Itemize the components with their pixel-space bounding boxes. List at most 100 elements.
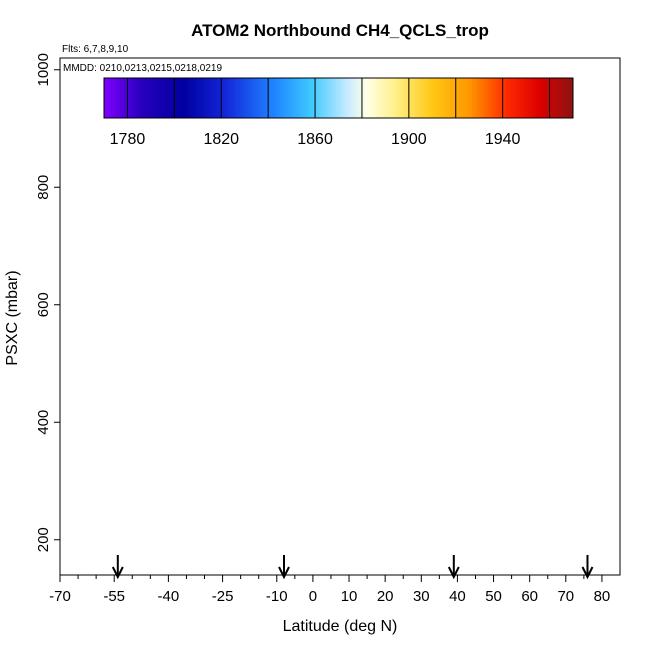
colorbar-segment	[507, 78, 511, 118]
colorbar-segment	[258, 78, 262, 118]
colorbar-tick-label: 1820	[203, 131, 239, 148]
sample-point	[507, 418, 516, 427]
colorbar-segment	[160, 78, 164, 118]
y-axis-label: PSXC (mbar)	[4, 270, 21, 365]
colorbar-segment	[474, 78, 478, 118]
sample-point	[532, 300, 542, 309]
x-tick-label: -25	[212, 588, 234, 605]
sample-point	[500, 450, 509, 459]
colorbar-segment	[366, 78, 370, 118]
sample-point	[384, 512, 393, 521]
profile-arrow-head	[581, 566, 594, 580]
sample-point	[561, 403, 570, 412]
colorbar-segment	[401, 78, 405, 118]
colorbar-segment	[451, 78, 454, 118]
sample-point	[247, 523, 256, 533]
sample-point	[511, 268, 520, 277]
colorbar-segment	[155, 78, 159, 118]
sample-point	[110, 438, 119, 447]
colorbar-segment	[228, 78, 232, 118]
colorbar-segment	[479, 78, 483, 118]
colorbar-segment	[505, 78, 508, 118]
sample-point	[341, 318, 350, 327]
colorbar-segment	[434, 78, 438, 118]
colorbar-segment	[293, 78, 297, 118]
colorbar-segment	[481, 78, 485, 118]
colorbar-segment	[249, 78, 253, 118]
colorbar-segment	[368, 78, 372, 118]
colorbar-segment	[493, 78, 497, 118]
colorbar: 1780 1820 1860 1900 1940	[103, 77, 574, 148]
colorbar-segment	[530, 78, 534, 118]
sample-point	[164, 500, 173, 509]
x-tick-label: 40	[449, 588, 466, 605]
sample-point	[424, 68, 433, 77]
sample-point	[222, 512, 231, 521]
colorbar-segment	[296, 78, 300, 118]
sample-point	[456, 253, 466, 262]
flights-subtitle: Flts: 6,7,8,9,10	[62, 44, 129, 55]
sample-point	[232, 350, 242, 359]
sample-point	[344, 471, 354, 480]
colorbar-tick-label: 1900	[391, 131, 427, 148]
colorbar-segment	[469, 78, 473, 118]
colorbar-segment	[261, 78, 264, 118]
colorbar-segment	[542, 78, 546, 118]
colorbar-segment	[324, 78, 328, 118]
colorbar-segment	[113, 78, 117, 118]
x-tick-label: 80	[594, 588, 611, 605]
colorbar-segment	[404, 78, 407, 118]
colorbar-segment	[413, 78, 417, 118]
colorbar-segment	[218, 78, 222, 118]
colorbar-segment	[338, 78, 342, 118]
sample-point	[561, 239, 570, 248]
sample-point	[438, 512, 448, 521]
colorbar-segment	[190, 78, 194, 118]
colorbar-segment	[448, 78, 452, 118]
colorbar-segment	[526, 78, 529, 118]
x-tick-label: -55	[103, 588, 125, 605]
colorbar-segment	[214, 78, 218, 118]
colorbar-tick-label: 1780	[110, 131, 146, 148]
x-axis: -70 -55 -40 -25 -10 0 10 20 30 40 50 60 70 80	[49, 575, 610, 605]
profile-arrow-head	[111, 566, 124, 580]
colorbar-segment	[322, 78, 325, 118]
sample-point	[590, 65, 599, 74]
colorbar-segment	[385, 78, 389, 118]
colorbar-segment	[476, 78, 480, 118]
sample-point	[305, 133, 314, 142]
colorbar-segment	[465, 78, 468, 118]
sample-point	[511, 447, 520, 456]
chart-title: ATOM2 Northbound CH4_QCLS_trop	[191, 21, 489, 40]
sample-point	[276, 350, 285, 359]
sample-point	[359, 403, 368, 412]
colorbar-segment	[394, 78, 398, 118]
colorbar-segment	[211, 78, 215, 118]
sample-point	[229, 476, 238, 486]
sample-point	[135, 385, 144, 394]
sample-point	[323, 335, 332, 345]
colorbar-segment	[380, 78, 384, 118]
colorbar-segment	[221, 78, 225, 118]
colorbar-segment	[488, 78, 492, 118]
colorbar-segment	[143, 78, 147, 118]
x-tick-label: 70	[557, 588, 574, 605]
colorbar-segment	[157, 78, 161, 118]
colorbar-segment	[331, 78, 335, 118]
colorbar-segment	[275, 78, 279, 118]
colorbar-segment	[563, 78, 567, 118]
colorbar-segment	[277, 78, 281, 118]
colorbar-segment	[256, 78, 260, 118]
sample-point	[485, 432, 494, 441]
colorbar-segment	[392, 78, 396, 118]
colorbar-segment	[132, 78, 135, 118]
sample-point	[363, 268, 372, 277]
colorbar-segment	[444, 78, 447, 118]
colorbar-segment	[244, 78, 248, 118]
colorbar-segment	[458, 78, 461, 118]
colorbar-segment	[139, 78, 143, 118]
colorbar-frame	[103, 77, 574, 119]
colorbar-segment	[350, 78, 354, 118]
colorbar-segment	[317, 78, 321, 118]
colorbar-segment	[528, 78, 532, 118]
